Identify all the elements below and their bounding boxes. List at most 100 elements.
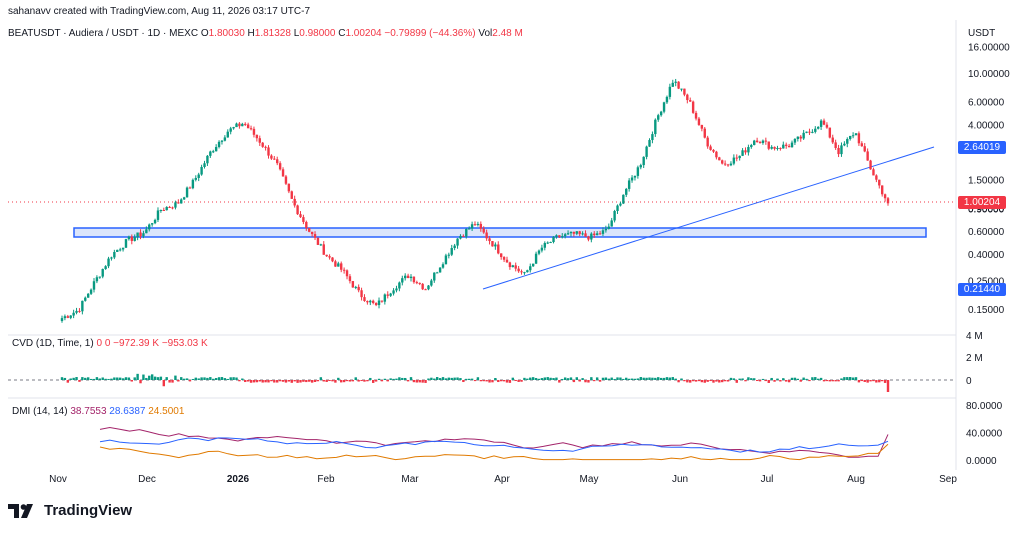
- dmi-legend[interactable]: DMI (14, 14) 38.7553 28.6387 24.5001: [12, 406, 184, 417]
- candle-body: [162, 210, 165, 212]
- cvd-bar: [113, 377, 116, 380]
- cvd-bar: [680, 378, 683, 380]
- cvd-bar: [148, 375, 151, 380]
- candle-body: [305, 221, 308, 228]
- cvd-bar: [462, 380, 465, 383]
- candle-body: [721, 160, 724, 164]
- time-axis[interactable]: Nov Dec 2026 Feb Mar Apr May Jun Jul Aug Sep: [49, 474, 957, 485]
- candle-body: [156, 210, 160, 220]
- cvd-bar: [374, 380, 378, 382]
- dmi-line: [99, 426, 889, 458]
- cvd-bar: [223, 378, 227, 380]
- cvd-bar: [188, 380, 192, 382]
- candle-body: [244, 123, 247, 125]
- candle-body: [764, 140, 768, 142]
- cvd-bar: [273, 380, 276, 383]
- candle-body: [601, 230, 605, 234]
- cvd-bar: [694, 380, 698, 382]
- candle-body: [438, 267, 442, 273]
- candle-body: [732, 157, 736, 164]
- candle-body: [473, 224, 477, 226]
- candle-body: [802, 132, 805, 139]
- cvd-bar: [572, 380, 576, 383]
- candle-body: [360, 290, 363, 298]
- cvd-bar: [558, 380, 561, 383]
- candle-body: [531, 263, 535, 267]
- cvd-bar: [785, 380, 788, 382]
- candle-body: [217, 141, 221, 148]
- candle-body: [636, 167, 640, 176]
- cvd-bar: [441, 377, 445, 380]
- symbol-ohlc-row[interactable]: BEATUSDT · Audiera / USDT · 1D · MEXC O1…: [8, 28, 523, 39]
- cvd-bar: [843, 377, 846, 380]
- candle-body: [363, 297, 366, 302]
- cvd-bar: [194, 377, 197, 380]
- time-tick-label: Jun: [672, 474, 688, 485]
- candle-body: [697, 118, 701, 125]
- cvd-bar: [270, 380, 273, 382]
- price-axis[interactable]: 16.00000 10.00000 6.00000 4.00000 1.50000 0.9…: [966, 43, 1010, 467]
- candle-body: [348, 276, 352, 282]
- candle-body: [351, 281, 355, 288]
- candle-body: [369, 300, 372, 303]
- cvd-bar: [488, 380, 491, 383]
- cvd-bar: [529, 377, 532, 380]
- candle-body: [642, 156, 645, 166]
- candle-body: [863, 146, 866, 152]
- cvd-bar: [465, 378, 468, 380]
- candle-body: [427, 285, 430, 290]
- candle-body: [735, 157, 738, 159]
- candle-body: [878, 179, 881, 186]
- cvd-bar: [456, 377, 459, 380]
- candle-body: [529, 266, 532, 271]
- tradingview-logo-icon: [8, 503, 33, 518]
- cvd-bar: [866, 380, 869, 383]
- dmi-tick-label: 40.0000: [966, 429, 1003, 440]
- cvd-bar: [505, 380, 509, 383]
- candle-body: [726, 164, 730, 166]
- cvd-bar: [95, 377, 99, 380]
- candle-body: [177, 202, 180, 204]
- candle-body: [595, 233, 599, 236]
- cvd-bar: [601, 377, 605, 380]
- cvd-bar: [372, 380, 375, 383]
- cvd-bar: [363, 380, 366, 382]
- close-label: C: [338, 28, 346, 39]
- candle-body: [188, 187, 192, 189]
- candle-body: [627, 180, 631, 189]
- candle-body: [549, 242, 552, 244]
- cvd-bar: [534, 378, 538, 380]
- cvd-bar: [241, 378, 244, 380]
- cvd-bar: [214, 378, 218, 380]
- price-unit: USDT: [968, 28, 996, 39]
- brand[interactable]: TradingView: [8, 502, 132, 519]
- candle-body: [281, 169, 285, 177]
- trendline[interactable]: [482, 146, 935, 290]
- change-value: −0.79899 (−44.36%): [384, 28, 476, 39]
- symbol-name[interactable]: BEATUSDT · Audiera / USDT · 1D · MEXC: [8, 28, 199, 39]
- cvd-bar: [552, 378, 555, 380]
- price-tick-label: 0.60000: [968, 227, 1005, 238]
- candle-body: [366, 301, 369, 303]
- candle-body: [718, 157, 721, 161]
- cvd-bar: [880, 380, 884, 382]
- candle-body: [610, 220, 613, 227]
- candle-body: [386, 294, 389, 296]
- cvd-bar: [389, 378, 392, 380]
- candle-body: [758, 142, 762, 144]
- cvd-legend[interactable]: CVD (1D, Time, 1) 0 0 −972.39 K −953.03 …: [12, 338, 208, 349]
- cvd-bar: [310, 380, 314, 383]
- cvd-bar: [267, 380, 270, 383]
- candle-body: [456, 238, 459, 246]
- cvd-bar: [761, 378, 765, 380]
- candle-body: [613, 211, 616, 221]
- support-zone[interactable]: [73, 227, 927, 238]
- cvd-bar: [502, 380, 506, 382]
- candle-body: [741, 150, 744, 156]
- cvd-bar: [150, 374, 154, 380]
- cvd-bar: [622, 378, 625, 380]
- candle-body: [875, 175, 878, 180]
- cvd-bar: [587, 380, 590, 383]
- candle-body: [89, 289, 93, 294]
